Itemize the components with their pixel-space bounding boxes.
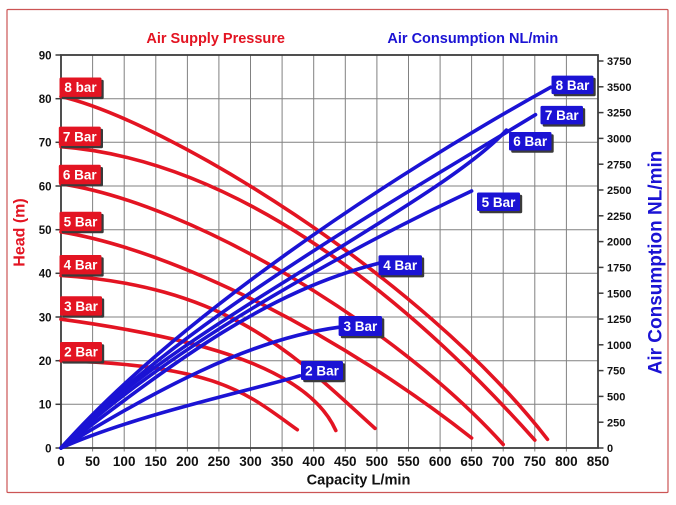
svg-text:30: 30 xyxy=(39,312,52,324)
svg-text:750: 750 xyxy=(524,454,547,469)
svg-text:300: 300 xyxy=(239,454,262,469)
svg-text:800: 800 xyxy=(555,454,578,469)
svg-text:4 Bar: 4 Bar xyxy=(383,258,418,273)
svg-text:50: 50 xyxy=(85,454,100,469)
svg-text:5 Bar: 5 Bar xyxy=(64,214,99,229)
svg-text:Air Supply Pressure: Air Supply Pressure xyxy=(146,31,285,47)
svg-text:4 Bar: 4 Bar xyxy=(64,258,99,273)
svg-text:0: 0 xyxy=(607,443,613,455)
svg-text:3250: 3250 xyxy=(607,108,631,120)
svg-text:Capacity L/min: Capacity L/min xyxy=(307,473,411,489)
svg-text:70: 70 xyxy=(39,138,52,150)
svg-text:7 Bar: 7 Bar xyxy=(63,129,98,144)
svg-text:60: 60 xyxy=(39,181,52,193)
svg-text:0: 0 xyxy=(57,454,65,469)
svg-text:7 Bar: 7 Bar xyxy=(545,108,580,123)
svg-text:Head (m): Head (m) xyxy=(12,198,29,266)
svg-text:2 Bar: 2 Bar xyxy=(64,345,99,360)
svg-text:10: 10 xyxy=(39,400,52,412)
svg-text:80: 80 xyxy=(39,94,52,106)
svg-text:2500: 2500 xyxy=(607,185,631,197)
svg-text:8 Bar: 8 Bar xyxy=(556,78,591,93)
svg-text:1000: 1000 xyxy=(607,340,631,352)
svg-text:2250: 2250 xyxy=(607,211,631,223)
svg-text:1500: 1500 xyxy=(607,288,631,300)
svg-text:500: 500 xyxy=(607,392,625,404)
svg-text:250: 250 xyxy=(208,454,231,469)
svg-text:50: 50 xyxy=(39,225,52,237)
svg-text:Air Consumption NL/min: Air Consumption NL/min xyxy=(646,151,667,375)
svg-text:2 Bar: 2 Bar xyxy=(305,364,340,379)
svg-text:650: 650 xyxy=(460,454,483,469)
svg-text:90: 90 xyxy=(39,50,52,62)
svg-text:Air Consumption NL/min: Air Consumption NL/min xyxy=(387,31,558,47)
svg-text:850: 850 xyxy=(587,454,610,469)
svg-text:750: 750 xyxy=(607,366,625,378)
svg-text:350: 350 xyxy=(271,454,294,469)
svg-text:700: 700 xyxy=(492,454,515,469)
svg-text:3000: 3000 xyxy=(607,134,631,146)
svg-text:20: 20 xyxy=(39,356,52,368)
svg-text:1750: 1750 xyxy=(607,263,631,275)
svg-text:2000: 2000 xyxy=(607,237,631,249)
svg-text:1250: 1250 xyxy=(607,314,631,326)
svg-text:100: 100 xyxy=(113,454,136,469)
svg-text:3 Bar: 3 Bar xyxy=(344,319,379,334)
svg-text:400: 400 xyxy=(302,454,325,469)
svg-text:40: 40 xyxy=(39,269,52,281)
svg-text:2750: 2750 xyxy=(607,159,631,171)
svg-text:3 Bar: 3 Bar xyxy=(64,299,99,314)
svg-text:250: 250 xyxy=(607,417,625,429)
svg-text:0: 0 xyxy=(45,443,51,455)
svg-text:6 Bar: 6 Bar xyxy=(513,134,548,149)
svg-text:500: 500 xyxy=(366,454,389,469)
svg-text:6 Bar: 6 Bar xyxy=(63,168,98,183)
svg-text:450: 450 xyxy=(334,454,357,469)
svg-text:3750: 3750 xyxy=(607,56,631,68)
svg-text:5 Bar: 5 Bar xyxy=(482,195,517,210)
svg-text:550: 550 xyxy=(397,454,420,469)
svg-text:3500: 3500 xyxy=(607,82,631,94)
svg-text:8 bar: 8 bar xyxy=(64,80,97,95)
svg-text:600: 600 xyxy=(429,454,452,469)
svg-text:150: 150 xyxy=(145,454,168,469)
svg-text:200: 200 xyxy=(176,454,199,469)
